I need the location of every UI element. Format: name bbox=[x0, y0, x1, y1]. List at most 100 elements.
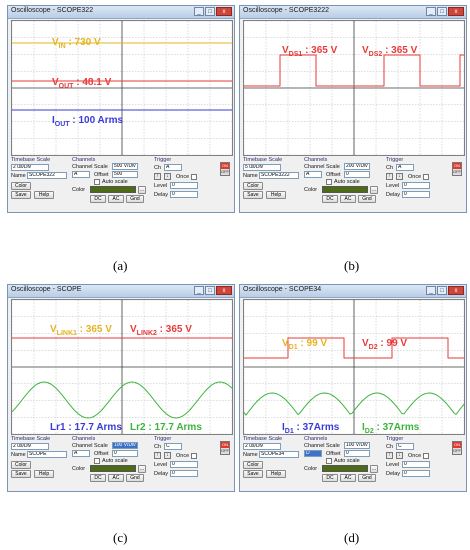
scale-input[interactable]: 500 V/Div bbox=[112, 163, 138, 170]
offset-input[interactable]: 0 bbox=[344, 171, 370, 178]
on-off-switch[interactable]: ON OFF bbox=[452, 162, 462, 176]
channel-color-swatch[interactable] bbox=[90, 186, 136, 193]
trigger-delay-input[interactable]: 0 bbox=[170, 191, 198, 198]
trigger-level-input[interactable]: 0 bbox=[170, 461, 198, 468]
channel-color-swatch[interactable] bbox=[322, 186, 368, 193]
once-checkbox[interactable] bbox=[423, 453, 429, 459]
channel-select[interactable]: A bbox=[304, 171, 322, 178]
dc-coupling-button[interactable]: DC bbox=[322, 474, 338, 482]
gnd-coupling-button[interactable]: Gnd bbox=[358, 195, 376, 203]
close-button[interactable]: x bbox=[448, 286, 464, 295]
ac-coupling-button[interactable]: AC bbox=[340, 195, 356, 203]
color-button[interactable]: Color bbox=[243, 461, 263, 469]
color-button[interactable]: Color bbox=[11, 461, 31, 469]
minimize-button[interactable]: _ bbox=[426, 286, 436, 295]
color-button[interactable]: Color bbox=[11, 182, 31, 190]
autoscale-checkbox[interactable] bbox=[326, 179, 332, 185]
rising-edge-button[interactable]: ↑ bbox=[386, 452, 393, 459]
maximize-button[interactable]: □ bbox=[437, 286, 447, 295]
autoscale-checkbox[interactable] bbox=[326, 458, 332, 464]
offset-input[interactable]: 0 bbox=[344, 450, 370, 457]
scale-input[interactable]: 100 V/Div bbox=[344, 442, 370, 449]
offset-input[interactable]: 0 bbox=[112, 450, 138, 457]
name-label: Name bbox=[243, 173, 258, 179]
trigger-channel-select[interactable]: C bbox=[396, 443, 414, 450]
measurement-label: VLINK2 : 365 V bbox=[130, 324, 192, 337]
close-button[interactable]: x bbox=[216, 7, 232, 16]
trigger-delay-input[interactable]: 0 bbox=[170, 470, 198, 477]
on-off-switch[interactable]: ON OFF bbox=[452, 441, 462, 455]
scale-input[interactable]: 200 V/Div bbox=[344, 163, 370, 170]
save-button[interactable]: Save bbox=[11, 191, 31, 199]
falling-edge-button[interactable]: ↓ bbox=[164, 452, 171, 459]
falling-edge-button[interactable]: ↓ bbox=[396, 173, 403, 180]
color-picker-button[interactable]: ... bbox=[370, 465, 378, 473]
dc-coupling-button[interactable]: DC bbox=[90, 195, 106, 203]
measurement-label: VDS1 : 365 V bbox=[282, 45, 337, 58]
minimize-button[interactable]: _ bbox=[426, 7, 436, 16]
save-button[interactable]: Save bbox=[243, 191, 263, 199]
trigger-level-input[interactable]: 0 bbox=[170, 182, 198, 189]
help-button[interactable]: Help bbox=[34, 191, 54, 199]
once-checkbox[interactable] bbox=[191, 453, 197, 459]
trigger-delay-input[interactable]: 0 bbox=[402, 191, 430, 198]
scale-input[interactable]: 100 V/Div bbox=[112, 442, 138, 449]
dc-coupling-button[interactable]: DC bbox=[322, 195, 338, 203]
scope-name-input[interactable]: SCOPE34 bbox=[259, 451, 299, 458]
close-button[interactable]: x bbox=[448, 7, 464, 16]
trigger-channel-select[interactable]: A bbox=[164, 164, 182, 171]
close-button[interactable]: x bbox=[216, 286, 232, 295]
timebase-select[interactable]: 5 us/Div bbox=[243, 164, 281, 171]
help-button[interactable]: Help bbox=[266, 191, 286, 199]
gnd-coupling-button[interactable]: Gnd bbox=[126, 474, 144, 482]
measurement-symbol: V bbox=[362, 338, 369, 349]
channel-select[interactable]: D bbox=[304, 450, 322, 457]
maximize-button[interactable]: □ bbox=[205, 7, 215, 16]
autoscale-checkbox[interactable] bbox=[94, 458, 100, 464]
rising-edge-button[interactable]: ↑ bbox=[154, 173, 161, 180]
save-button[interactable]: Save bbox=[243, 470, 263, 478]
timebase-select[interactable]: 2 us/Div bbox=[11, 164, 49, 171]
gnd-coupling-button[interactable]: Gnd bbox=[126, 195, 144, 203]
channel-color-swatch[interactable] bbox=[90, 465, 136, 472]
channel-select[interactable]: A bbox=[72, 171, 90, 178]
scope-name-input[interactable]: SCOPE3222 bbox=[259, 172, 299, 179]
minimize-button[interactable]: _ bbox=[194, 7, 204, 16]
trigger-level-input[interactable]: 0 bbox=[402, 461, 430, 468]
minimize-button[interactable]: _ bbox=[194, 286, 204, 295]
rising-edge-button[interactable]: ↑ bbox=[386, 173, 393, 180]
color-picker-button[interactable]: ... bbox=[138, 465, 146, 473]
maximize-button[interactable]: □ bbox=[437, 7, 447, 16]
trigger-channel-select[interactable]: A bbox=[396, 164, 414, 171]
once-checkbox[interactable] bbox=[191, 174, 197, 180]
trigger-channel-select[interactable]: C bbox=[164, 443, 182, 450]
offset-input[interactable]: 500 bbox=[112, 171, 138, 178]
help-button[interactable]: Help bbox=[266, 470, 286, 478]
dc-coupling-button[interactable]: DC bbox=[90, 474, 106, 482]
on-off-switch[interactable]: ON OFF bbox=[220, 441, 230, 455]
color-picker-button[interactable]: ... bbox=[138, 186, 146, 194]
timebase-select[interactable]: 2 us/Div bbox=[243, 443, 281, 450]
help-button[interactable]: Help bbox=[34, 470, 54, 478]
channel-color-swatch[interactable] bbox=[322, 465, 368, 472]
ac-coupling-button[interactable]: AC bbox=[340, 474, 356, 482]
color-picker-button[interactable]: ... bbox=[370, 186, 378, 194]
trigger-delay-input[interactable]: 0 bbox=[402, 470, 430, 477]
trigger-level-input[interactable]: 0 bbox=[402, 182, 430, 189]
scope-name-input[interactable]: SCOPE bbox=[27, 451, 67, 458]
once-checkbox[interactable] bbox=[423, 174, 429, 180]
on-off-switch[interactable]: ON OFF bbox=[220, 162, 230, 176]
rising-edge-button[interactable]: ↑ bbox=[154, 452, 161, 459]
falling-edge-button[interactable]: ↓ bbox=[164, 173, 171, 180]
gnd-coupling-button[interactable]: Gnd bbox=[358, 474, 376, 482]
maximize-button[interactable]: □ bbox=[205, 286, 215, 295]
ac-coupling-button[interactable]: AC bbox=[108, 195, 124, 203]
ac-coupling-button[interactable]: AC bbox=[108, 474, 124, 482]
falling-edge-button[interactable]: ↓ bbox=[396, 452, 403, 459]
scope-name-input[interactable]: SCOPE322 bbox=[27, 172, 67, 179]
timebase-select[interactable]: 2 us/Div bbox=[11, 443, 49, 450]
channel-select[interactable]: A bbox=[72, 450, 90, 457]
color-button[interactable]: Color bbox=[243, 182, 263, 190]
autoscale-checkbox[interactable] bbox=[94, 179, 100, 185]
save-button[interactable]: Save bbox=[11, 470, 31, 478]
